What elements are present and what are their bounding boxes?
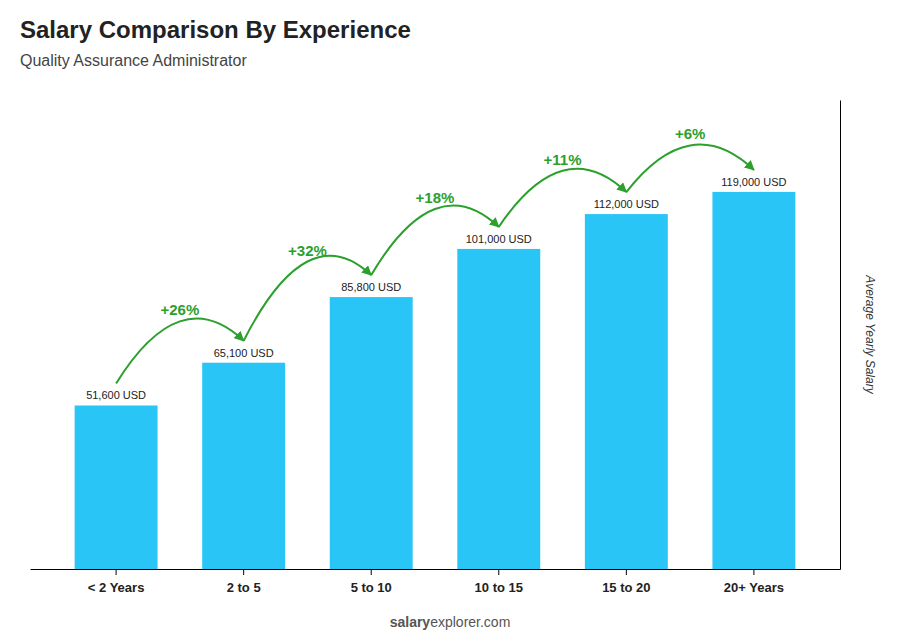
change-arrow	[499, 169, 627, 227]
data-label: 65,100 USD	[214, 347, 274, 359]
x-tick-mark	[498, 569, 499, 575]
bars	[75, 192, 796, 569]
bar	[75, 405, 158, 569]
x-axis-line	[31, 569, 841, 570]
bar	[330, 297, 413, 569]
x-tick-mark	[626, 569, 627, 575]
x-tick: 10 to 15	[475, 569, 523, 595]
x-tick-mark	[753, 569, 754, 575]
data-label: 112,000 USD	[594, 198, 659, 210]
x-tick-label: 20+ Years	[724, 580, 784, 595]
chart-svg: Salary Comparison By Experience Quality A…	[0, 0, 900, 641]
change-arrow	[116, 319, 244, 384]
data-label: 101,000 USD	[466, 233, 532, 245]
y-axis-line	[840, 101, 841, 570]
x-tick: < 2 Years	[88, 569, 145, 595]
change-label: +18%	[416, 189, 455, 206]
change-label: +26%	[160, 301, 199, 318]
x-tick-mark	[116, 569, 117, 575]
change-annotations: +26% +32% +18% +11% +6%	[116, 125, 754, 383]
watermark-part: salary	[390, 614, 431, 630]
x-tick-label: 5 to 10	[351, 580, 392, 595]
chart-container: Salary Comparison By Experience Quality A…	[0, 0, 900, 641]
change-arrow	[244, 256, 372, 341]
x-tick-label: < 2 Years	[88, 580, 145, 595]
bar	[712, 192, 795, 569]
x-tick-mark	[243, 569, 244, 575]
title: Salary Comparison By Experience	[20, 16, 411, 43]
watermark-part: explorer.com	[430, 614, 510, 630]
x-tick-label: 15 to 20	[602, 580, 650, 595]
x-tick-label: 10 to 15	[475, 580, 523, 595]
change-label: +32%	[288, 242, 327, 259]
change-arrow	[371, 206, 499, 276]
y-axis	[840, 101, 841, 570]
x-tick: 2 to 5	[227, 569, 261, 595]
x-tick-label: 2 to 5	[227, 580, 261, 595]
watermark: salaryexplorer.com	[390, 614, 511, 630]
y-axis-label: Average Yearly Salary	[863, 274, 877, 394]
data-labels: 51,600 USD 65,100 USD 85,800 USD 101,000 US…	[86, 176, 786, 402]
data-label: 85,800 USD	[341, 281, 401, 293]
change-label: +11%	[544, 151, 582, 168]
subtitle: Quality Assurance Administrator	[20, 52, 247, 69]
x-tick: 20+ Years	[724, 569, 784, 595]
data-label: 51,600 USD	[86, 389, 146, 401]
x-tick: 5 to 10	[351, 569, 392, 595]
bar	[457, 249, 540, 569]
bar	[202, 363, 285, 569]
x-tick: 15 to 20	[602, 569, 650, 595]
data-label: 119,000 USD	[721, 176, 786, 188]
change-label: +6%	[675, 125, 705, 142]
x-tick-mark	[371, 569, 372, 575]
x-axis: < 2 Years 2 to 5 5 to 10 10 to 15 15 to 20 20…	[31, 569, 841, 595]
bar	[585, 214, 668, 569]
change-arrow	[626, 145, 754, 193]
